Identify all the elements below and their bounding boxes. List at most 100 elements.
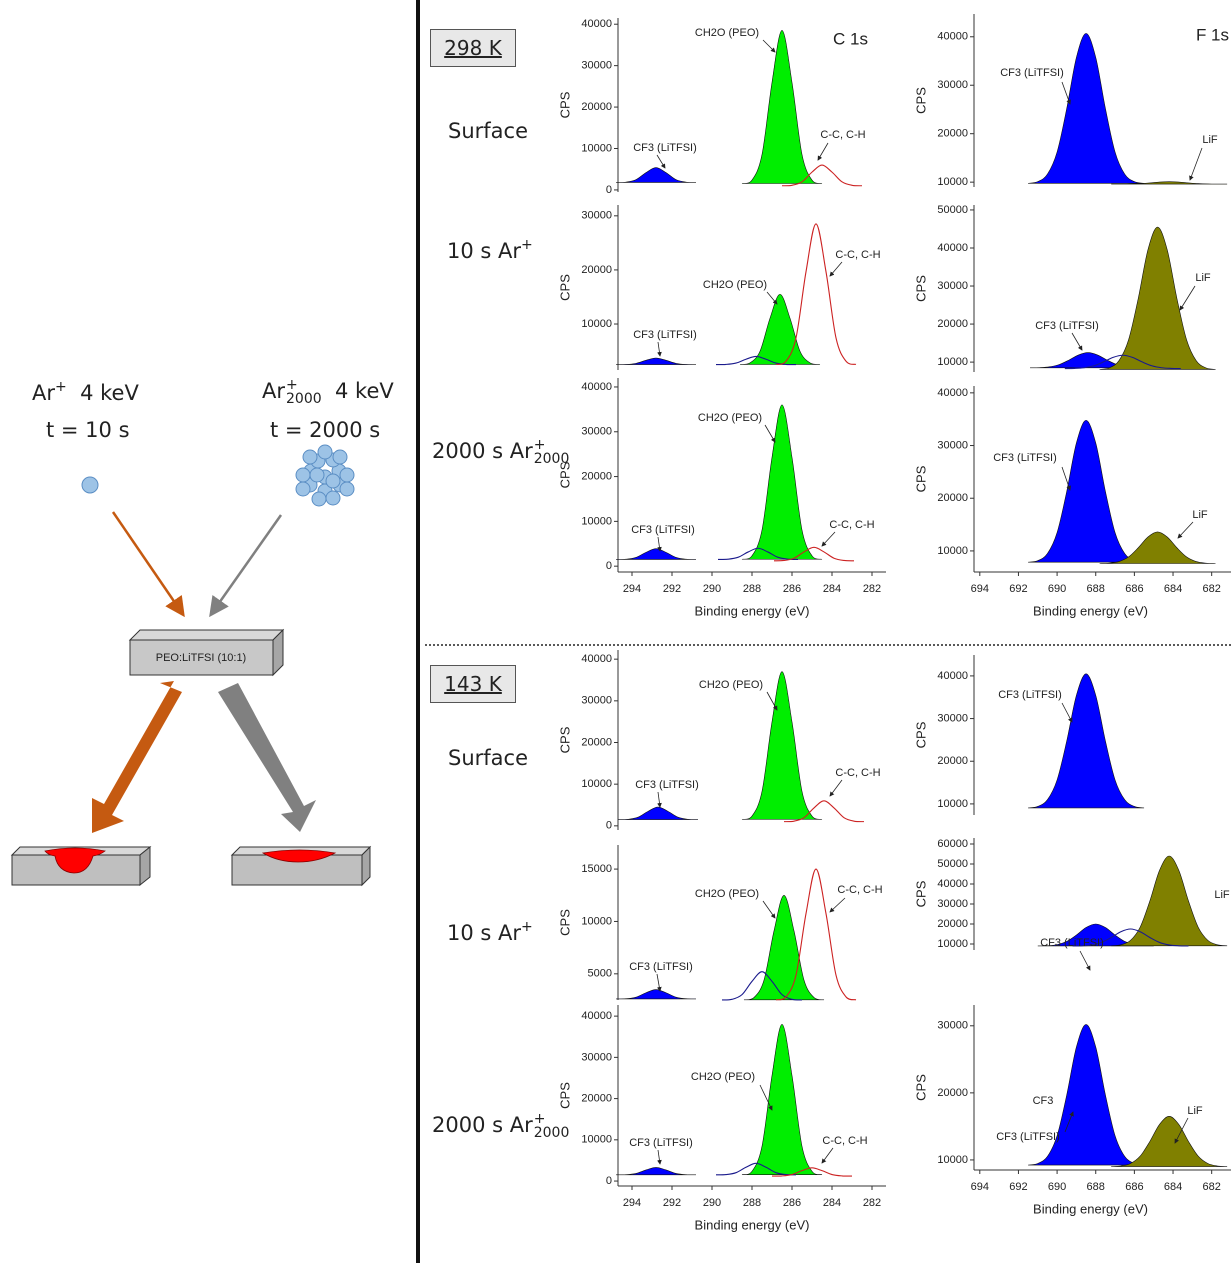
- temperature: 298 K: [430, 29, 516, 67]
- subscript: 2000: [533, 451, 570, 467]
- x-tick-label: 294: [623, 1197, 641, 1209]
- peak-area: [741, 671, 823, 820]
- cluster-ion: [339, 481, 355, 497]
- annotation: CH2O (PEO): [699, 679, 763, 691]
- sup-sub: +2000: [534, 1112, 570, 1140]
- annotation-arrow: [829, 261, 843, 277]
- sup-sub: +2000: [534, 438, 570, 466]
- y-tick-label: 20000: [937, 755, 968, 767]
- y-tick-label: 30000: [937, 280, 968, 292]
- y-tick-label: 20000: [937, 492, 968, 504]
- x-tick-label: 692: [1009, 583, 1027, 595]
- row-label: Surface: [448, 746, 529, 770]
- annotation: CF3 (LiTFSI): [1035, 320, 1099, 332]
- y-tick-label: 10000: [581, 1134, 612, 1146]
- y-tick-label: 10000: [581, 915, 612, 927]
- annotation: CH2O (PEO): [691, 1071, 755, 1083]
- y-tick-label: 30000: [937, 712, 968, 724]
- chart-title: C 1s: [833, 29, 868, 48]
- peak-area: [741, 30, 823, 184]
- peak-area: [739, 293, 821, 365]
- x-tick-label: 686: [1125, 583, 1143, 595]
- superscript: +: [533, 437, 546, 453]
- x-tick-label: 692: [1009, 1181, 1027, 1193]
- superscript: +: [533, 1111, 546, 1127]
- annotation-arrow: [1079, 950, 1091, 971]
- annotation: CF3 (LiTFSI): [1040, 937, 1104, 949]
- annotation-arrow: [1174, 1117, 1189, 1144]
- peak-line: [775, 868, 857, 1001]
- x-tick-label: 684: [1164, 1181, 1182, 1193]
- y-axis-label: CPS: [913, 87, 928, 114]
- x-tick-label: 286: [783, 583, 801, 595]
- x-tick-label: 690: [1048, 583, 1066, 595]
- energy: 4 keV: [335, 379, 394, 403]
- row-label-text: 10 s Ar: [447, 921, 522, 945]
- y-axis-label: CPS: [557, 91, 572, 118]
- y-tick-label: 0: [606, 184, 612, 196]
- y-tick-label: 20000: [937, 918, 968, 930]
- x-tick-label: 688: [1087, 583, 1105, 595]
- annotation: CF3 (LiTFSI): [629, 961, 693, 973]
- y-tick-label: 10000: [581, 778, 612, 790]
- panel: 0 10000 20000 30000 40000 CPS CH2O (PEO) C-C, C…: [557, 650, 881, 832]
- row-label-text: 2000 s Ar: [432, 439, 533, 463]
- peak-area: [615, 167, 697, 183]
- peak-area: [1111, 181, 1228, 185]
- y-tick-label: 40000: [581, 18, 612, 30]
- temperature: 143 K: [430, 665, 516, 703]
- beam-label: Ar +2000 4 keV: [262, 378, 394, 406]
- y-tick-label: 40000: [937, 242, 968, 254]
- annotation: CF3 (LiTFSI): [996, 1131, 1060, 1143]
- y-tick-label: 20000: [581, 101, 612, 113]
- x-tick-label: 286: [783, 1197, 801, 1209]
- annotation-arrow: [657, 791, 662, 808]
- y-axis-label: CPS: [557, 274, 572, 301]
- row-label: 10 s Ar+: [447, 919, 533, 945]
- y-tick-label: 30000: [937, 1020, 968, 1032]
- annotation: CF3: [1033, 1095, 1054, 1107]
- x-tick-label: 282: [863, 583, 881, 595]
- ion: Ar: [262, 379, 285, 403]
- annotation-arrow: [762, 39, 776, 53]
- crater: [44, 847, 106, 874]
- x-tick-label: 288: [743, 583, 761, 595]
- annotation: C-C, C-H: [820, 129, 865, 141]
- annotation: CF3 (LiTFSI): [633, 329, 697, 341]
- panel: 10000 20000 30000 40000 50000 60000 CPS LiF CF3 …: [913, 838, 1230, 971]
- x-tick-label: 284: [823, 583, 841, 595]
- subscript: 2000: [533, 1125, 570, 1141]
- y-tick-label: 20000: [581, 264, 612, 276]
- x-tick-label: 290: [703, 1197, 721, 1209]
- annotation-arrow: [657, 536, 662, 552]
- annotation-arrow: [821, 531, 836, 547]
- peak-line: [771, 1167, 853, 1177]
- annotation-arrow: [817, 142, 829, 161]
- annotation-arrow: [759, 1084, 773, 1111]
- y-tick-label: 10000: [581, 515, 612, 527]
- y-tick-label: 20000: [581, 1092, 612, 1104]
- peak-area: [1099, 531, 1216, 564]
- y-axis-label: CPS: [913, 275, 928, 302]
- peak-area: [615, 989, 697, 1000]
- x-tick-label: 292: [663, 583, 681, 595]
- peak-area: [1099, 226, 1216, 370]
- y-tick-label: 30000: [581, 1051, 612, 1063]
- panel: 10000 20000 30000 40000 50000 CPS LiF CF3 (LiTF…: [913, 204, 1216, 372]
- y-tick-label: 20000: [937, 128, 968, 140]
- chart-title: F 1s: [1196, 25, 1229, 44]
- peak-line: [715, 1162, 797, 1176]
- x-tick-label: 694: [971, 583, 989, 595]
- annotation-arrow: [1061, 702, 1073, 723]
- annotation: LiF: [1195, 272, 1211, 284]
- peak-line: [783, 800, 865, 823]
- beam-time: t = 10 s: [46, 418, 130, 442]
- y-tick-label: 30000: [581, 210, 612, 222]
- y-tick-label: 20000: [581, 470, 612, 482]
- panel: 0 10000 20000 30000 40000 CPS 294 292 290 288 286 2…: [557, 1005, 886, 1232]
- superscript: +: [521, 919, 533, 935]
- peak-line: [775, 223, 857, 365]
- annotation-arrow: [1177, 521, 1194, 539]
- cluster-ion: [295, 467, 311, 483]
